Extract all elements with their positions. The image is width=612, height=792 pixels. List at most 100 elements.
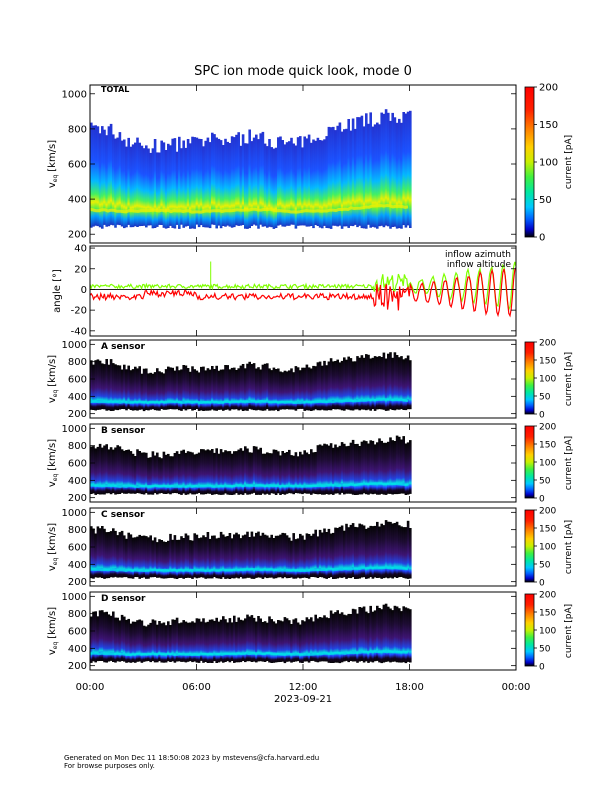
sensor-b-column <box>169 456 172 495</box>
total-column <box>373 124 377 228</box>
total-column <box>156 152 159 227</box>
sensor-c-column <box>156 542 159 578</box>
total-column <box>255 134 258 226</box>
sensor-d-column <box>151 619 155 662</box>
sensor-a-column <box>244 368 247 411</box>
sensor-b-column <box>208 450 212 494</box>
sensor-c-column <box>329 533 333 578</box>
sensor-c-column <box>244 534 247 579</box>
sensor-d-column <box>378 608 381 663</box>
sensor-c-column <box>270 534 273 578</box>
sensor-a-column <box>213 369 216 411</box>
sensor-c-column <box>147 537 150 579</box>
sensor-b-column <box>266 452 269 494</box>
sensor-a-cbtick-label-100: 100 <box>539 375 556 385</box>
total-spectrogram <box>89 109 412 229</box>
sensor-d-column <box>94 611 97 663</box>
total-column <box>222 145 225 226</box>
sensor-c-column <box>325 532 328 579</box>
sensor-d-column <box>270 619 273 663</box>
sensor-d-column <box>393 605 397 662</box>
sensor-b-column <box>373 444 377 494</box>
sensor-a-column <box>149 372 152 410</box>
sensor-a-column <box>290 368 293 410</box>
sensor-a-column <box>356 356 359 410</box>
sensor-d-column <box>318 617 322 662</box>
sensor-c-column <box>288 537 291 578</box>
sensor-c-column <box>180 536 183 578</box>
sensor-a-column <box>114 364 117 410</box>
sensor-d-cbtick-label-150: 150 <box>539 609 556 619</box>
total-column <box>180 148 183 225</box>
total-column <box>112 134 115 226</box>
total-column <box>334 130 337 226</box>
total-column <box>409 110 412 228</box>
sensor-a-column <box>180 369 183 411</box>
sensor-a-column <box>325 365 328 411</box>
sensor-d-column <box>164 625 168 663</box>
angle-ytick-label--20: -20 <box>71 306 87 317</box>
sensor-b-column <box>138 451 141 494</box>
sensor-b-column <box>299 451 302 494</box>
sensor-d-column <box>145 626 148 662</box>
sensor-c-column <box>235 532 238 578</box>
sensor-a-y-axis-label: veq [km/s] <box>47 355 59 403</box>
sensor-c-column <box>112 528 115 578</box>
sensor-c-column <box>158 539 161 578</box>
sensor-c-column <box>283 533 287 578</box>
sensor-c-column <box>127 532 130 579</box>
angle-y-axis: -40 -20 0 20 40 <box>71 244 516 337</box>
sensor-c-colorbar-ticks: 0 50 100 150 200 <box>534 507 556 589</box>
sensor-d-column <box>343 614 346 662</box>
total-column <box>160 140 163 225</box>
sensor-a-column <box>391 357 394 410</box>
sensor-c-column <box>323 528 326 579</box>
sensor-b-column <box>402 436 405 494</box>
sensor-a-column <box>184 365 188 411</box>
sensor-a-column <box>197 372 201 411</box>
sensor-c-column <box>369 525 372 578</box>
sensor-b-column <box>197 452 201 493</box>
sensor-b-column <box>178 453 181 495</box>
sensor-d-column <box>288 620 291 662</box>
sensor-a-column <box>112 363 115 411</box>
sensor-d-column <box>147 624 150 661</box>
sensor-d-colorbar-ticks: 0 50 100 150 200 <box>534 591 556 673</box>
sensor-c-column <box>334 527 337 579</box>
sensor-b-column <box>336 447 339 494</box>
sensor-d-column <box>369 605 372 662</box>
sensor-a-column <box>345 359 348 410</box>
sensor-a-column <box>283 370 287 410</box>
sensor-a-column <box>272 367 276 411</box>
total-column <box>347 119 350 228</box>
sensor-d-ytick-label-600: 600 <box>68 627 87 638</box>
sensor-a-column <box>329 358 333 411</box>
sensor-a-column <box>358 357 361 411</box>
total-column <box>217 138 221 226</box>
sensor-d-column <box>118 620 122 662</box>
sensor-b-ytick-label-200: 200 <box>68 493 87 504</box>
sensor-a-column <box>378 356 381 410</box>
sensor-a-column <box>193 369 196 410</box>
sensor-b-column <box>235 451 238 494</box>
total-column <box>118 132 122 226</box>
sensor-b-column <box>347 445 350 494</box>
sensor-c-colorbar-label: current [pA] <box>564 520 574 574</box>
total-column <box>259 133 262 225</box>
total-column <box>360 115 364 229</box>
sensor-d-column <box>316 618 320 663</box>
sensor-b-column <box>252 446 256 493</box>
sensor-b-column <box>164 454 168 494</box>
sensor-b-column <box>294 452 298 493</box>
sensor-d-column <box>371 611 375 663</box>
sensor-b-column <box>340 442 344 493</box>
sensor-c-column <box>101 526 104 578</box>
sensor-d-column <box>362 606 366 663</box>
sensor-b-column <box>112 449 115 494</box>
sensor-a-column <box>171 367 174 410</box>
total-column <box>250 141 254 226</box>
total-column <box>266 146 269 228</box>
sensor-a-column <box>195 370 199 409</box>
sensor-d-column <box>107 614 111 662</box>
sensor-c-column <box>134 537 137 577</box>
